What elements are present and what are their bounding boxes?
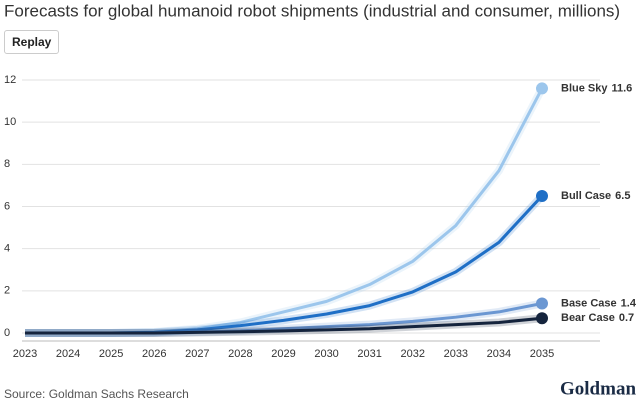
- end-dot: [536, 189, 548, 202]
- source: Source: Goldman Sachs Research: [4, 387, 189, 401]
- x-tick-label: 2024: [56, 348, 80, 360]
- line: [25, 316, 543, 335]
- series-label: Bull Case: [561, 190, 611, 202]
- x-tick-label: 2034: [487, 348, 511, 360]
- chart-title: Forecasts for global humanoid robot ship…: [4, 1, 620, 20]
- replay-button[interactable]: Replay: [4, 30, 60, 54]
- y-tick-label: 8: [4, 158, 10, 170]
- y-tick-label: 10: [4, 116, 16, 128]
- x-tick-label: 2032: [401, 348, 425, 360]
- end-dot: [536, 82, 548, 95]
- line-glow: [25, 86, 546, 337]
- x-tick-label: 2030: [314, 348, 338, 360]
- end-dot: [536, 312, 548, 325]
- y-tick-label: 2: [4, 285, 10, 297]
- y-tick-label: 12: [4, 74, 16, 86]
- x-tick-label: 2033: [444, 348, 468, 360]
- value-label: 6.5: [615, 190, 630, 202]
- x-tick-label: 2027: [185, 348, 209, 360]
- value-label: 11.6: [611, 82, 632, 94]
- series-label: Base Case: [561, 297, 617, 309]
- x-tick-label: 2026: [142, 348, 166, 360]
- logo: Goldman Sachs: [560, 378, 640, 399]
- x-tick-label: 2028: [228, 348, 252, 360]
- y-tick-label: 4: [4, 243, 10, 255]
- y-tick-label: 0: [4, 327, 10, 339]
- end-dot: [536, 297, 548, 310]
- x-tick-label: 2025: [99, 348, 123, 360]
- series-label: Blue Sky: [561, 82, 608, 94]
- x-tick-label: 2029: [271, 348, 295, 360]
- y-tick-label: 6: [4, 200, 10, 212]
- value-label: 0.7: [619, 312, 634, 324]
- x-tick-label: 2035: [530, 348, 554, 360]
- x-tick-label: 2031: [357, 348, 381, 360]
- series-label: Bear Case: [561, 312, 615, 324]
- x-tick-label: 2023: [13, 348, 37, 360]
- value-label: 1.4: [621, 297, 637, 309]
